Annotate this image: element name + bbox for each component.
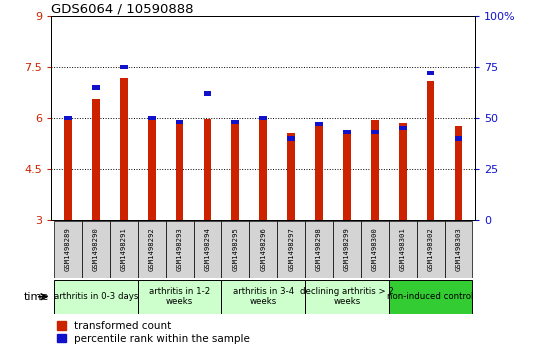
Bar bbox=[148, 116, 156, 120]
Bar bbox=[427, 81, 435, 220]
Bar bbox=[371, 130, 379, 134]
Bar bbox=[138, 221, 166, 278]
Bar bbox=[399, 123, 407, 220]
Bar bbox=[82, 221, 110, 278]
Bar bbox=[455, 126, 462, 220]
Bar bbox=[427, 71, 435, 76]
Bar bbox=[193, 221, 221, 278]
Bar bbox=[221, 280, 305, 314]
Text: GSM1498294: GSM1498294 bbox=[205, 228, 211, 272]
Bar bbox=[120, 65, 128, 69]
Bar bbox=[343, 130, 351, 134]
Bar bbox=[232, 120, 239, 220]
Bar bbox=[315, 122, 323, 126]
Bar bbox=[92, 85, 100, 90]
Text: GSM1498297: GSM1498297 bbox=[288, 228, 294, 272]
Bar bbox=[371, 120, 379, 220]
Bar bbox=[204, 119, 211, 220]
Bar bbox=[259, 116, 267, 120]
Bar bbox=[389, 280, 472, 314]
Bar bbox=[54, 280, 138, 314]
Bar bbox=[54, 221, 82, 278]
Text: GSM1498293: GSM1498293 bbox=[177, 228, 183, 272]
Bar bbox=[110, 221, 138, 278]
Text: GSM1498296: GSM1498296 bbox=[260, 228, 266, 272]
Bar bbox=[287, 133, 295, 220]
Text: GSM1498302: GSM1498302 bbox=[428, 228, 434, 272]
Text: GSM1498300: GSM1498300 bbox=[372, 228, 378, 272]
Text: GSM1498292: GSM1498292 bbox=[148, 228, 154, 272]
Text: arthritis in 0-3 days: arthritis in 0-3 days bbox=[54, 292, 138, 301]
Bar bbox=[148, 119, 156, 220]
Text: GSM1498295: GSM1498295 bbox=[232, 228, 238, 272]
Bar bbox=[277, 221, 305, 278]
Bar bbox=[221, 221, 249, 278]
Bar bbox=[361, 221, 389, 278]
Legend: transformed count, percentile rank within the sample: transformed count, percentile rank withi… bbox=[57, 321, 250, 344]
Bar bbox=[176, 120, 184, 124]
Bar bbox=[343, 134, 351, 220]
Text: GSM1498301: GSM1498301 bbox=[400, 228, 406, 272]
Bar bbox=[166, 221, 193, 278]
Bar bbox=[389, 221, 417, 278]
Bar bbox=[204, 91, 211, 96]
Bar bbox=[232, 120, 239, 124]
Bar bbox=[417, 221, 444, 278]
Text: time: time bbox=[23, 292, 49, 302]
Bar bbox=[176, 120, 184, 220]
Text: GSM1498298: GSM1498298 bbox=[316, 228, 322, 272]
Text: GSM1498290: GSM1498290 bbox=[93, 228, 99, 272]
Bar bbox=[138, 280, 221, 314]
Bar bbox=[287, 136, 295, 140]
Text: arthritis in 1-2
weeks: arthritis in 1-2 weeks bbox=[149, 287, 210, 306]
Text: GSM1498299: GSM1498299 bbox=[344, 228, 350, 272]
Bar bbox=[305, 221, 333, 278]
Bar bbox=[399, 126, 407, 130]
Bar bbox=[92, 99, 100, 220]
Text: GSM1498291: GSM1498291 bbox=[121, 228, 127, 272]
Bar bbox=[249, 221, 277, 278]
Bar bbox=[120, 78, 128, 220]
Text: GSM1498289: GSM1498289 bbox=[65, 228, 71, 272]
Text: arthritis in 3-4
weeks: arthritis in 3-4 weeks bbox=[233, 287, 294, 306]
Text: declining arthritis > 2
weeks: declining arthritis > 2 weeks bbox=[300, 287, 394, 306]
Bar bbox=[455, 136, 462, 140]
Bar bbox=[444, 221, 472, 278]
Text: GDS6064 / 10590888: GDS6064 / 10590888 bbox=[51, 2, 194, 15]
Text: non-induced control: non-induced control bbox=[387, 292, 474, 301]
Bar bbox=[305, 280, 389, 314]
Bar bbox=[333, 221, 361, 278]
Bar bbox=[64, 117, 72, 220]
Bar bbox=[64, 116, 72, 120]
Bar bbox=[259, 119, 267, 220]
Bar bbox=[315, 123, 323, 220]
Text: GSM1498303: GSM1498303 bbox=[455, 228, 462, 272]
